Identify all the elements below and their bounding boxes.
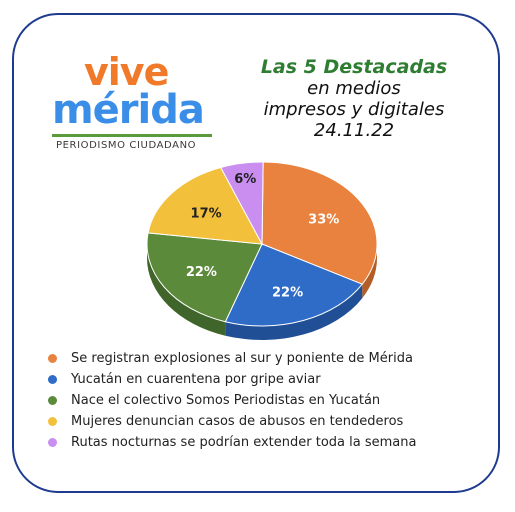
logo-tagline: PERIODISMO CIUDADANO	[56, 140, 197, 151]
legend-label-4: Mujeres denuncian casos de abusos en ten…	[71, 414, 404, 429]
title-line-3: impresos y digitales	[263, 99, 445, 120]
logo-underline	[52, 134, 212, 137]
legend-item-3: Nace el colectivo Somos Periodistas en Y…	[48, 390, 416, 411]
title-line-1: Las 5 Destacadas	[260, 56, 448, 78]
legend-item-5: Rutas nocturnas se podrían extender toda…	[48, 432, 416, 453]
legend-item-4: Mujeres denuncian casos de abusos en ten…	[48, 411, 416, 432]
title-line-4: 24.11.22	[313, 120, 395, 141]
title-line-2: en medios	[307, 78, 401, 99]
pie-data-label-4: 17%	[191, 206, 222, 221]
legend-label-5: Rutas nocturnas se podrían extender toda…	[71, 435, 417, 450]
legend-marker-5	[48, 438, 57, 447]
legend-marker-1	[48, 354, 57, 363]
pie-slice-side-1	[362, 244, 377, 299]
legend-label-2: Yucatán en cuarentena por gripe aviar	[71, 372, 321, 387]
pie-slice-1	[261, 161, 378, 285]
pie-slice-3	[146, 232, 263, 323]
logo-word-vive: vive	[84, 50, 169, 94]
legend-marker-3	[48, 396, 57, 405]
pie-data-label-5: 6%	[234, 172, 256, 187]
pie-data-label-3: 22%	[186, 265, 217, 280]
legend-label-1: Se registran explosiones al sur y ponien…	[71, 351, 413, 366]
pie-slice-side-3	[147, 244, 226, 336]
pie-data-label-1: 33%	[308, 213, 339, 228]
legend-label-3: Nace el colectivo Somos Periodistas en Y…	[71, 393, 381, 408]
chart-legend: Se registran explosiones al sur y ponien…	[48, 348, 416, 453]
legend-marker-2	[48, 375, 57, 384]
chart-title: Las 5 Destacadas en medios impresos y di…	[244, 56, 464, 141]
legend-item-1: Se registran explosiones al sur y ponien…	[48, 348, 416, 369]
pie-slice-2	[224, 243, 364, 327]
pie-slice-4	[147, 166, 263, 245]
pie-slice-5	[219, 161, 264, 246]
pie-data-label-2: 22%	[272, 285, 303, 300]
legend-item-2: Yucatán en cuarentena por gripe aviar	[48, 369, 416, 390]
legend-marker-4	[48, 417, 57, 426]
logo-word-merida: mérida	[52, 87, 205, 133]
